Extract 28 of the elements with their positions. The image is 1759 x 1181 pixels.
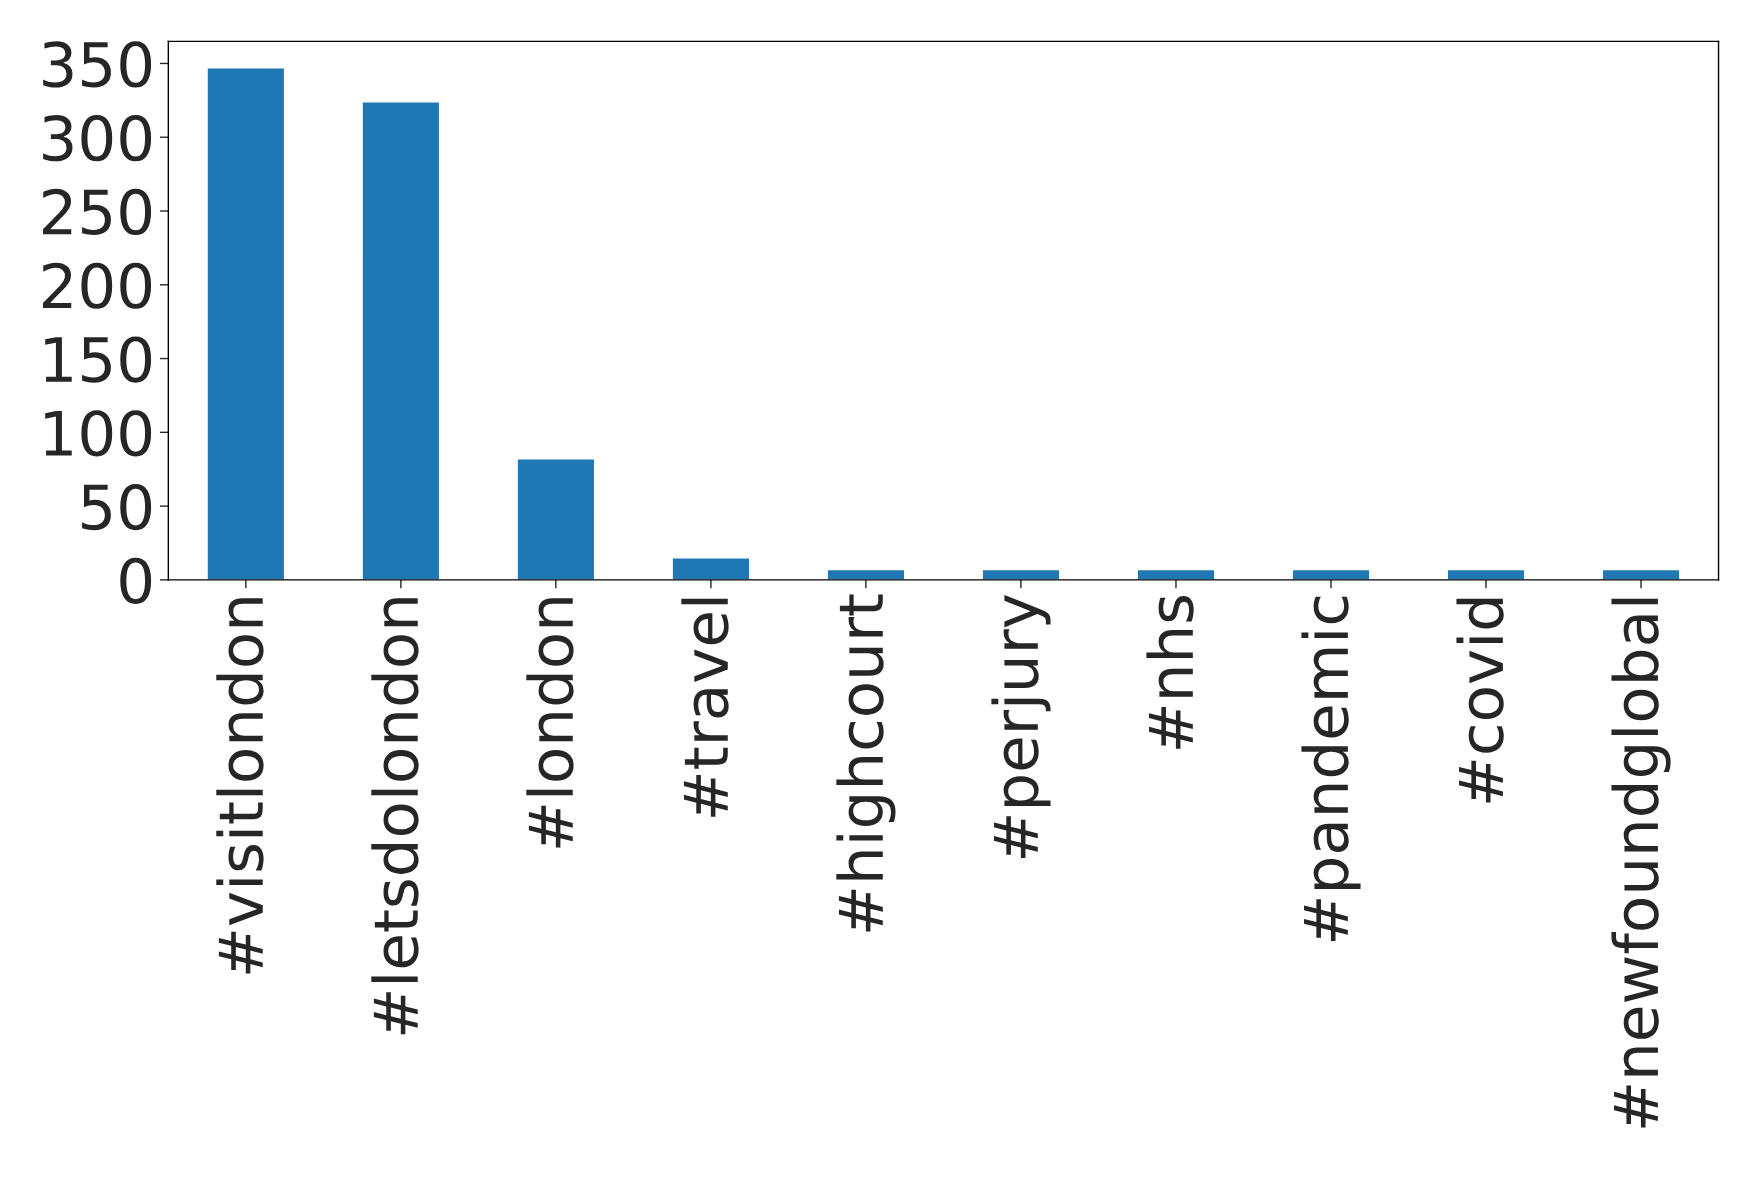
bar <box>516 458 596 580</box>
x-tick-label: #letsdolondon <box>371 598 419 1035</box>
bar <box>1291 568 1371 580</box>
bar <box>206 67 286 580</box>
y-tick-label: 150 <box>45 336 152 383</box>
bar <box>826 568 906 580</box>
x-tick-label: #highcourt <box>836 594 896 932</box>
bar <box>1601 568 1681 580</box>
bar <box>671 557 751 580</box>
y-tick-label: 200 <box>42 262 152 309</box>
bar <box>361 101 441 580</box>
x-tick-label: #london <box>526 598 574 848</box>
x-tick-label: #perjury <box>991 594 1051 859</box>
bar <box>981 568 1061 580</box>
bar <box>1136 568 1216 580</box>
y-tick-label: 50 <box>82 483 152 531</box>
x-tick-label: #travel <box>681 598 729 817</box>
y-tick-label: 250 <box>42 188 152 236</box>
y-tick-label: 300 <box>43 115 152 162</box>
x-tick-label: #nhs <box>1146 596 1194 749</box>
x-tick-label: #covid <box>1456 598 1504 803</box>
y-tick-label: 0 <box>120 557 152 604</box>
y-tick-label: 350 <box>43 41 152 88</box>
x-tick-label: #newfoundglobal <box>1611 598 1671 1128</box>
bar <box>1446 568 1526 580</box>
x-tick-label: #pandemic <box>1301 596 1361 942</box>
x-tick-label: #visitlondon <box>216 598 264 974</box>
y-tick-label: 100 <box>45 410 152 457</box>
